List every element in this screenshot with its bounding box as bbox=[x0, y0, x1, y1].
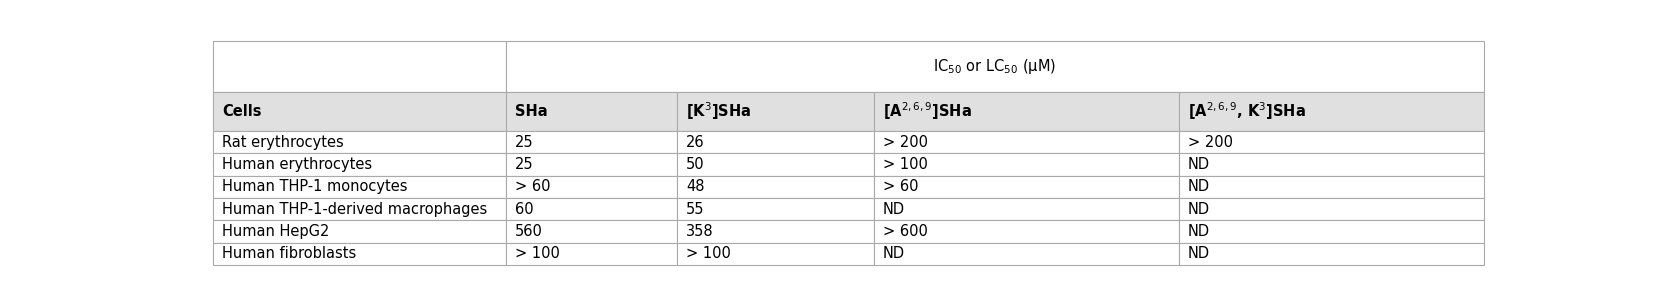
Bar bbox=[505, 243, 677, 265]
Text: ND: ND bbox=[1187, 179, 1210, 194]
Text: 25: 25 bbox=[515, 157, 533, 172]
Bar bbox=[677, 198, 874, 220]
Text: ND: ND bbox=[882, 246, 905, 261]
Text: 50: 50 bbox=[685, 157, 705, 172]
Text: ND: ND bbox=[1187, 224, 1210, 239]
Bar bbox=[1178, 153, 1483, 175]
Bar bbox=[1178, 243, 1483, 265]
Bar bbox=[677, 92, 874, 131]
Text: 60: 60 bbox=[515, 201, 533, 217]
Bar bbox=[213, 220, 505, 243]
Bar bbox=[505, 175, 677, 198]
Text: Human HepG2: Human HepG2 bbox=[222, 224, 329, 239]
Text: IC$_{50}$ or LC$_{50}$ (μM): IC$_{50}$ or LC$_{50}$ (μM) bbox=[933, 57, 1056, 76]
Text: SHa: SHa bbox=[515, 104, 546, 119]
Bar bbox=[1178, 198, 1483, 220]
Bar bbox=[505, 198, 677, 220]
Bar bbox=[874, 153, 1178, 175]
Bar bbox=[1178, 131, 1483, 153]
Bar bbox=[213, 153, 505, 175]
Bar bbox=[505, 131, 677, 153]
Bar bbox=[1178, 92, 1483, 131]
Bar bbox=[874, 92, 1178, 131]
Bar bbox=[505, 220, 677, 243]
Bar bbox=[213, 92, 505, 131]
Text: ND: ND bbox=[882, 201, 905, 217]
Text: Cells: Cells bbox=[222, 104, 261, 119]
Text: 25: 25 bbox=[515, 135, 533, 149]
Bar bbox=[677, 131, 874, 153]
Bar bbox=[213, 41, 505, 92]
Text: Human erythrocytes: Human erythrocytes bbox=[222, 157, 372, 172]
Text: [A$^{2,6,9}$]SHa: [A$^{2,6,9}$]SHa bbox=[882, 101, 971, 122]
Text: Human THP-1 monocytes: Human THP-1 monocytes bbox=[222, 179, 407, 194]
Text: Rat erythrocytes: Rat erythrocytes bbox=[222, 135, 344, 149]
Bar bbox=[874, 220, 1178, 243]
Bar bbox=[874, 243, 1178, 265]
Text: 55: 55 bbox=[685, 201, 705, 217]
Text: ND: ND bbox=[1187, 246, 1210, 261]
Text: > 100: > 100 bbox=[515, 246, 559, 261]
Bar bbox=[874, 198, 1178, 220]
Bar bbox=[213, 131, 505, 153]
Bar bbox=[213, 243, 505, 265]
Text: 560: 560 bbox=[515, 224, 543, 239]
Text: [A$^{2,6,9}$, K$^3$]SHa: [A$^{2,6,9}$, K$^3$]SHa bbox=[1187, 101, 1306, 122]
Text: ND: ND bbox=[1187, 157, 1210, 172]
Text: > 60: > 60 bbox=[882, 179, 919, 194]
Text: 48: 48 bbox=[685, 179, 705, 194]
Text: > 100: > 100 bbox=[685, 246, 730, 261]
Bar bbox=[505, 92, 677, 131]
Text: > 100: > 100 bbox=[882, 157, 927, 172]
Text: > 600: > 600 bbox=[882, 224, 927, 239]
Bar bbox=[213, 175, 505, 198]
Bar bbox=[874, 175, 1178, 198]
Bar bbox=[677, 153, 874, 175]
Text: Human THP-1-derived macrophages: Human THP-1-derived macrophages bbox=[222, 201, 487, 217]
Text: > 200: > 200 bbox=[1187, 135, 1233, 149]
Bar bbox=[1178, 220, 1483, 243]
Text: > 60: > 60 bbox=[515, 179, 549, 194]
Text: [K$^3$]SHa: [K$^3$]SHa bbox=[685, 101, 751, 122]
Text: 26: 26 bbox=[685, 135, 705, 149]
Bar bbox=[677, 220, 874, 243]
Bar bbox=[1178, 175, 1483, 198]
Bar bbox=[505, 153, 677, 175]
Bar bbox=[874, 131, 1178, 153]
Bar bbox=[677, 243, 874, 265]
Text: 358: 358 bbox=[685, 224, 713, 239]
Text: > 200: > 200 bbox=[882, 135, 927, 149]
Bar bbox=[677, 175, 874, 198]
Text: ND: ND bbox=[1187, 201, 1210, 217]
Bar bbox=[505, 41, 1483, 92]
Text: Human fibroblasts: Human fibroblasts bbox=[222, 246, 356, 261]
Bar bbox=[213, 198, 505, 220]
